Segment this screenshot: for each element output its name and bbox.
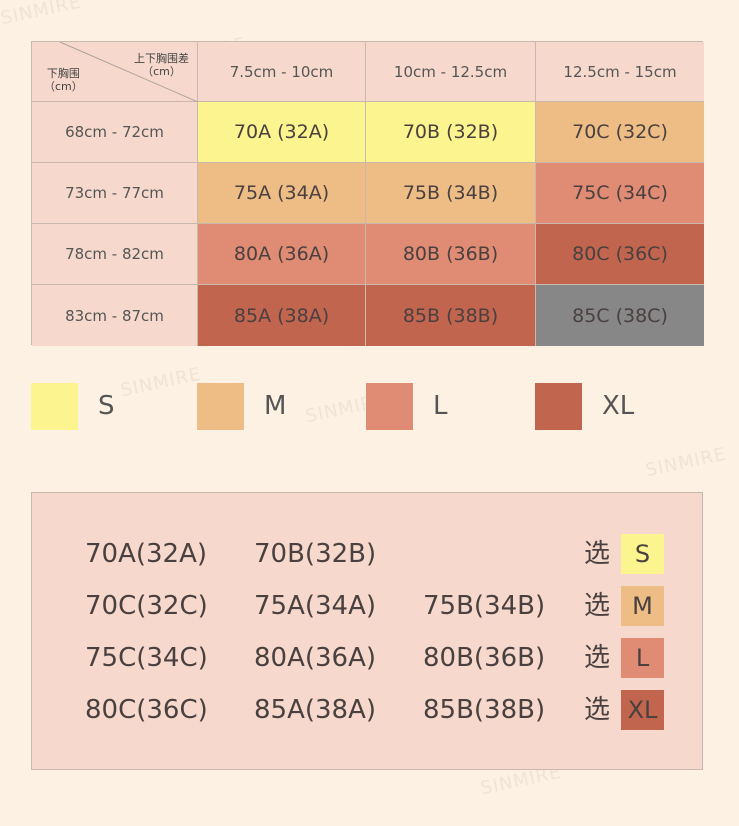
row-header: 78cm - 82cm xyxy=(32,224,198,285)
size-cell: 70B (32B) xyxy=(366,102,536,163)
watermark: SINMIRE xyxy=(643,443,729,482)
size-cell: 85C (38C) xyxy=(536,285,704,346)
recommend-size: 70B(32B) xyxy=(254,539,377,569)
size-badge: S xyxy=(621,534,664,574)
size-recommendation-box: 70A(32A) 70B(32B) 选 S 70C(32C) 75A(34A) 75B(34… xyxy=(31,492,703,770)
table-corner-header: 上下胸围差 （cm） 下胸围 （cm） xyxy=(32,42,198,102)
legend-swatch xyxy=(31,382,78,430)
size-cell: 75A (34A) xyxy=(198,163,366,224)
column-header: 12.5cm - 15cm xyxy=(536,42,704,102)
legend-label: L xyxy=(433,391,448,421)
size-cell: 75B (34B) xyxy=(366,163,536,224)
size-badge: L xyxy=(621,638,664,678)
legend-item: S xyxy=(31,382,115,430)
size-table: 上下胸围差 （cm） 下胸围 （cm） 7.5cm - 10cm 10cm - … xyxy=(31,41,704,346)
size-cell: 80A (36A) xyxy=(198,224,366,285)
recommend-size: 80A(36A) xyxy=(254,643,377,673)
size-cell: 85B (38B) xyxy=(366,285,536,346)
watermark: SINMIRE xyxy=(0,0,84,30)
legend-swatch xyxy=(197,382,244,430)
choose-label: 选 xyxy=(584,539,611,569)
row-header: 73cm - 77cm xyxy=(32,163,198,224)
size-badge: XL xyxy=(621,690,664,730)
underbust-label: 下胸围 xyxy=(46,67,80,80)
cup-difference-unit: （cm） xyxy=(142,65,181,78)
size-badge: M xyxy=(621,586,664,626)
recommend-row: 80C(36C) 85A(38A) 85B(38B) 选 XL xyxy=(32,690,702,730)
column-header: 10cm - 12.5cm xyxy=(366,42,536,102)
recommend-size: 80C(36C) xyxy=(85,695,208,725)
diagonal-divider xyxy=(59,42,198,102)
legend-label: M xyxy=(264,391,287,421)
recommend-size: 85B(38B) xyxy=(423,695,546,725)
underbust-header: 下胸围 （cm） xyxy=(44,67,83,93)
legend-item: M xyxy=(197,382,286,430)
recommend-size: 80B(36B) xyxy=(423,643,546,673)
size-cell: 70A (32A) xyxy=(198,102,366,163)
legend-item: L xyxy=(366,382,448,430)
recommend-row: 70A(32A) 70B(32B) 选 S xyxy=(32,534,702,574)
recommend-size: 70A(32A) xyxy=(85,539,208,569)
cup-difference-label: 上下胸围差 xyxy=(134,52,189,65)
recommend-size: 85A(38A) xyxy=(254,695,377,725)
size-cell: 70C (32C) xyxy=(536,102,704,163)
recommend-size: 70C(32C) xyxy=(85,591,208,621)
legend-label: XL xyxy=(602,391,635,421)
recommend-size: 75B(34B) xyxy=(423,591,546,621)
legend-swatch xyxy=(535,382,582,430)
cup-difference-header: 上下胸围差 （cm） xyxy=(134,52,189,78)
recommend-row: 75C(34C) 80A(36A) 80B(36B) 选 L xyxy=(32,638,702,678)
size-cell: 75C (34C) xyxy=(536,163,704,224)
size-cell: 80B (36B) xyxy=(366,224,536,285)
size-cell: 80C (36C) xyxy=(536,224,704,285)
row-header: 83cm - 87cm xyxy=(32,285,198,346)
column-header: 7.5cm - 10cm xyxy=(198,42,366,102)
row-header: 68cm - 72cm xyxy=(32,102,198,163)
recommend-size: 75C(34C) xyxy=(85,643,208,673)
legend-swatch xyxy=(366,382,413,430)
recommend-row: 70C(32C) 75A(34A) 75B(34B) 选 M xyxy=(32,586,702,626)
choose-label: 选 xyxy=(584,643,611,673)
choose-label: 选 xyxy=(584,591,611,621)
recommend-size: 75A(34A) xyxy=(254,591,377,621)
choose-label: 选 xyxy=(584,695,611,725)
legend-item: XL xyxy=(535,382,634,430)
underbust-unit: （cm） xyxy=(44,80,83,93)
size-legend: S M L XL xyxy=(31,382,703,430)
size-cell: 85A (38A) xyxy=(198,285,366,346)
legend-label: S xyxy=(98,391,115,421)
